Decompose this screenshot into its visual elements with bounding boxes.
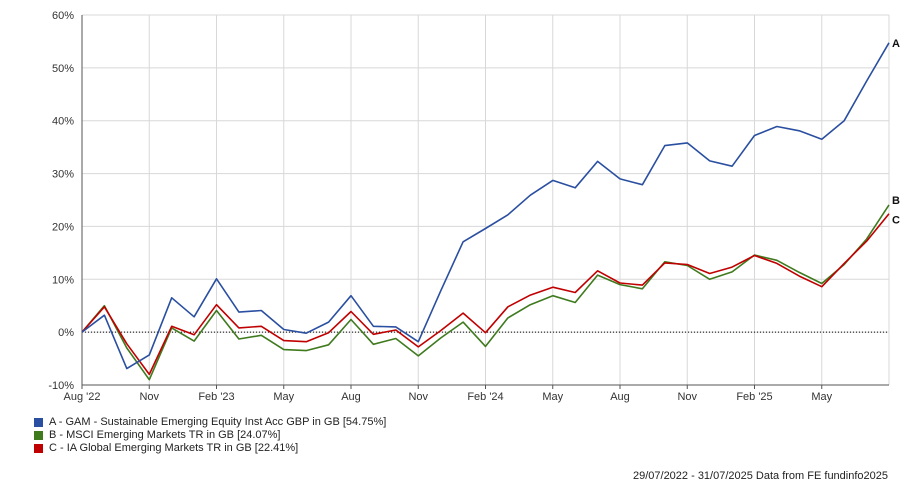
series-layer bbox=[81, 42, 890, 381]
legend-swatch-b bbox=[34, 431, 43, 440]
x-tick-label: Aug bbox=[341, 391, 361, 403]
legend: A - GAM - Sustainable Emerging Equity In… bbox=[34, 416, 386, 455]
y-tick-label: 20% bbox=[52, 221, 74, 233]
end-label-layer: A BC bbox=[892, 38, 900, 227]
legend-item-c: C - IA Global Emerging Markets TR in GB … bbox=[34, 442, 386, 455]
x-tick-label: Feb '24 bbox=[467, 391, 503, 403]
legend-label-a: A - GAM - Sustainable Emerging Equity In… bbox=[49, 416, 387, 428]
x-tick-label: Nov bbox=[408, 391, 428, 403]
y-tick-label: -10% bbox=[48, 380, 74, 392]
legend-label-b: B - MSCI Emerging Markets TR in GB [24.0… bbox=[49, 429, 281, 441]
end-label-c: C bbox=[892, 215, 900, 227]
legend-swatch-a bbox=[34, 418, 43, 427]
y-tick-label: 40% bbox=[52, 116, 74, 128]
legend-swatch-c bbox=[34, 444, 43, 453]
y-tick-label: 30% bbox=[52, 169, 74, 181]
legend-item-a: A - GAM - Sustainable Emerging Equity In… bbox=[34, 416, 386, 429]
end-label-a: A bbox=[892, 38, 900, 50]
x-tick-label: Nov bbox=[139, 391, 159, 403]
axis-layer: -10% 0% 10% 20% 30% 40% 50% 60% Aug '22 Nov Feb '2… bbox=[48, 10, 890, 403]
grid-layer bbox=[81, 14, 889, 386]
x-tick-label: Nov bbox=[677, 391, 697, 403]
y-tick-label: 0% bbox=[58, 327, 74, 339]
legend-label-c: C - IA Global Emerging Markets TR in GB … bbox=[49, 442, 299, 454]
end-label-b: B bbox=[892, 195, 900, 207]
x-tick-label: May bbox=[273, 391, 294, 403]
legend-item-b: B - MSCI Emerging Markets TR in GB [24.0… bbox=[34, 429, 386, 442]
x-tick-label: Feb '23 bbox=[198, 391, 234, 403]
x-tick-label: Feb '25 bbox=[736, 391, 772, 403]
x-tick-label: May bbox=[811, 391, 832, 403]
chart: -10% 0% 10% 20% 30% 40% 50% 60% Aug '22 Nov Feb '2… bbox=[48, 10, 900, 403]
x-tick-label: Aug '22 bbox=[64, 391, 101, 403]
x-tick-label: May bbox=[542, 391, 563, 403]
y-tick-label: 50% bbox=[52, 63, 74, 75]
x-tick-label: Aug bbox=[610, 391, 630, 403]
footer-source: 29/07/2022 - 31/07/2025 Data from FE fun… bbox=[632, 470, 888, 482]
series-line-a bbox=[81, 42, 890, 370]
series-line-c bbox=[81, 213, 890, 376]
y-tick-label: 10% bbox=[52, 274, 74, 286]
y-tick-label: 60% bbox=[52, 10, 74, 22]
